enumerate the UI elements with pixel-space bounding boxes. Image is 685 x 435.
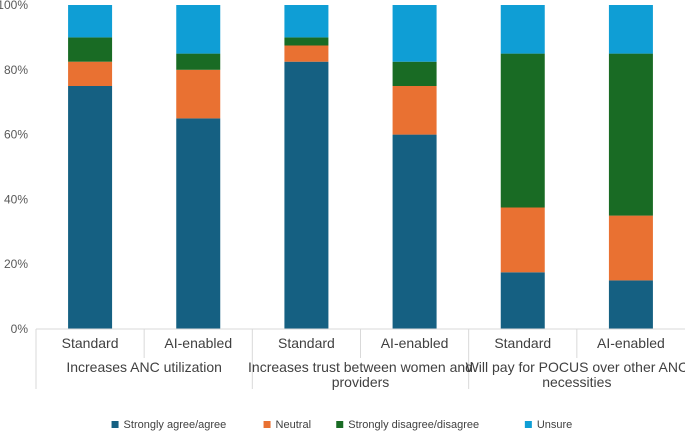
y-tick-label: 80%: [4, 63, 28, 77]
bar-segment-strongly-agree-agree: [608, 280, 653, 329]
x-tick-label: Standard: [278, 335, 335, 351]
legend-item: Strongly disagree/disagree: [336, 419, 479, 431]
bar-segment-strongly-agree-agree: [176, 118, 221, 330]
legend-swatch: [336, 421, 344, 428]
bar-segment-strongly-disagree-disagree: [392, 61, 437, 86]
bars: [68, 5, 653, 330]
bar-segment-strongly-agree-agree: [500, 272, 545, 329]
legend-item: Strongly agree/agree: [111, 419, 227, 431]
x-axis: Standard AI-enabled Standard AI-enabled Stan…: [35, 328, 685, 390]
y-tick-label: 20%: [4, 257, 28, 271]
bar-segment-strongly-disagree-disagree: [284, 37, 329, 46]
bar-segment-unsure: [284, 5, 329, 38]
bar-segment-unsure: [500, 5, 545, 54]
legend: Strongly agree/agree Neutral Strongly disa…: [111, 419, 572, 431]
bar-segment-neutral: [68, 61, 113, 86]
x-tick-label: Standard: [62, 335, 119, 351]
legend-swatch: [111, 421, 119, 428]
bar-segment-unsure: [68, 5, 113, 38]
bar-segment-unsure: [176, 5, 221, 54]
group-label: Increases trust between women and: [248, 359, 473, 375]
bar-segment-strongly-disagree-disagree: [176, 53, 221, 70]
legend-item: Neutral: [263, 419, 311, 431]
bar-segment-strongly-agree-agree: [68, 86, 113, 329]
x-tick-label: AI-enabled: [381, 335, 449, 351]
y-tick-label: 60%: [4, 128, 28, 142]
bar-segment-strongly-disagree-disagree: [68, 37, 113, 62]
bar-segment-strongly-disagree-disagree: [608, 53, 653, 216]
bar-segment-unsure: [608, 5, 653, 54]
bar-segment-neutral: [284, 45, 329, 62]
y-tick-label: 0%: [11, 322, 29, 336]
x-tick-label: AI-enabled: [597, 335, 665, 351]
x-tick-label: Standard: [494, 335, 551, 351]
legend-label: Neutral: [276, 419, 311, 431]
legend-item: Unsure: [524, 419, 572, 431]
bar-segment-strongly-agree-agree: [284, 61, 329, 329]
bar-segment-neutral: [176, 69, 221, 119]
bar-segment-strongly-agree-agree: [392, 134, 437, 329]
y-tick-label: 100%: [0, 0, 28, 12]
legend-label: Strongly agree/agree: [124, 419, 227, 431]
group-label: Will pay for POCUS over other ANC: [466, 359, 685, 375]
group-label: necessities: [542, 374, 611, 390]
legend-swatch: [263, 421, 271, 428]
y-tick-label: 40%: [4, 192, 28, 206]
legend-label: Strongly disagree/disagree: [348, 419, 479, 431]
x-tick-label: AI-enabled: [164, 335, 232, 351]
group-label: providers: [332, 374, 390, 390]
bar-segment-neutral: [500, 207, 545, 273]
group-label: Increases ANC utilization: [66, 359, 222, 375]
bar-segment-neutral: [608, 215, 653, 281]
y-axis: 0% 20% 40% 60% 80% 100%: [0, 0, 28, 336]
bar-segment-strongly-disagree-disagree: [500, 53, 545, 208]
legend-label: Unsure: [537, 419, 572, 431]
bar-segment-unsure: [392, 5, 437, 62]
legend-swatch: [524, 421, 532, 428]
bar-segment-neutral: [392, 86, 437, 135]
